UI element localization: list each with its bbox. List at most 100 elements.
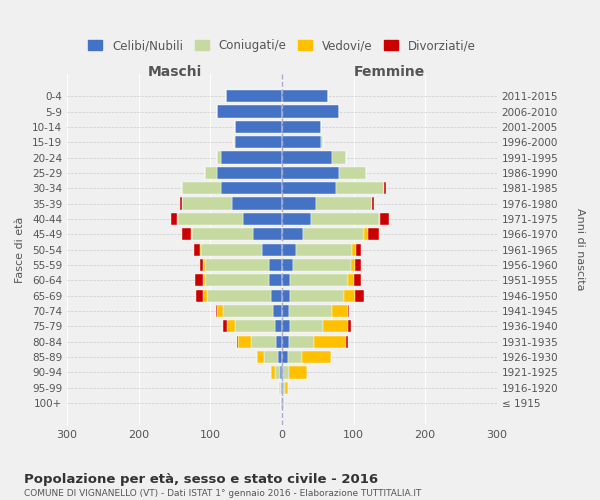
Bar — [323, 320, 348, 332]
Bar — [196, 290, 203, 302]
Text: Maschi: Maschi — [148, 64, 202, 78]
Bar — [348, 274, 353, 286]
Bar — [379, 213, 380, 225]
Bar — [282, 320, 290, 332]
Bar — [262, 244, 282, 256]
Bar — [339, 167, 367, 179]
Bar — [289, 305, 332, 317]
Bar — [356, 244, 361, 256]
Bar — [216, 305, 217, 317]
Bar — [281, 397, 282, 409]
Bar — [353, 274, 361, 286]
Bar — [282, 336, 289, 348]
Bar — [251, 336, 276, 348]
Bar — [372, 198, 374, 210]
Bar — [290, 290, 344, 302]
Bar — [200, 244, 201, 256]
Bar — [235, 136, 282, 148]
Bar — [352, 259, 355, 271]
Bar — [171, 213, 176, 225]
Bar — [242, 213, 282, 225]
Bar — [223, 320, 227, 332]
Bar — [235, 320, 275, 332]
Bar — [355, 290, 364, 302]
Bar — [280, 366, 282, 378]
Bar — [302, 351, 331, 363]
Text: COMUNE DI VIGNANELLO (VT) - Dati ISTAT 1° gennaio 2016 - Elaborazione TUTTITALIA: COMUNE DI VIGNANELLO (VT) - Dati ISTAT 1… — [24, 489, 421, 498]
Bar — [282, 397, 283, 409]
Bar — [332, 152, 346, 164]
Bar — [282, 136, 321, 148]
Bar — [282, 305, 289, 317]
Bar — [200, 259, 203, 271]
Bar — [203, 290, 206, 302]
Bar — [217, 152, 221, 164]
Bar — [283, 366, 289, 378]
Bar — [275, 366, 280, 378]
Bar — [232, 198, 282, 210]
Bar — [282, 290, 290, 302]
Bar — [217, 305, 223, 317]
Bar — [335, 182, 384, 194]
Bar — [344, 290, 355, 302]
Bar — [289, 336, 314, 348]
Bar — [253, 228, 282, 240]
Bar — [282, 244, 296, 256]
Bar — [223, 305, 273, 317]
Bar — [346, 336, 348, 348]
Bar — [221, 152, 282, 164]
Bar — [311, 213, 379, 225]
Bar — [193, 228, 253, 240]
Y-axis label: Fasce di età: Fasce di età — [15, 216, 25, 283]
Bar — [227, 320, 235, 332]
Bar — [182, 198, 232, 210]
Bar — [285, 382, 289, 394]
Bar — [205, 274, 269, 286]
Bar — [221, 182, 282, 194]
Bar — [194, 244, 200, 256]
Bar — [321, 136, 323, 148]
Bar — [282, 106, 339, 118]
Bar — [348, 305, 349, 317]
Legend: Celibi/Nubili, Coniugati/e, Vedovi/e, Divorziati/e: Celibi/Nubili, Coniugati/e, Vedovi/e, Di… — [83, 34, 480, 57]
Bar — [182, 182, 221, 194]
Bar — [384, 182, 386, 194]
Bar — [271, 290, 282, 302]
Bar — [191, 228, 193, 240]
Bar — [282, 366, 283, 378]
Bar — [282, 182, 335, 194]
Text: Femmine: Femmine — [353, 64, 425, 78]
Bar — [203, 274, 205, 286]
Bar — [238, 336, 251, 348]
Bar — [273, 305, 282, 317]
Bar — [194, 274, 203, 286]
Bar — [296, 244, 352, 256]
Bar — [269, 274, 282, 286]
Bar — [281, 382, 282, 394]
Bar — [282, 382, 283, 394]
Bar — [316, 198, 372, 210]
Bar — [283, 382, 285, 394]
Bar — [364, 228, 368, 240]
Bar — [368, 228, 379, 240]
Bar — [282, 167, 339, 179]
Bar — [217, 167, 282, 179]
Bar — [235, 121, 282, 133]
Bar — [264, 351, 278, 363]
Bar — [282, 274, 290, 286]
Bar — [234, 136, 235, 148]
Bar — [282, 259, 293, 271]
Bar — [237, 336, 238, 348]
Bar — [282, 152, 332, 164]
Bar — [279, 382, 280, 394]
Bar — [290, 320, 323, 332]
Bar — [278, 351, 282, 363]
Bar — [205, 259, 269, 271]
Bar — [282, 121, 321, 133]
Bar — [332, 305, 348, 317]
Bar — [271, 366, 275, 378]
Bar — [355, 259, 361, 271]
Bar — [275, 320, 282, 332]
Bar — [293, 259, 352, 271]
Bar — [280, 382, 281, 394]
